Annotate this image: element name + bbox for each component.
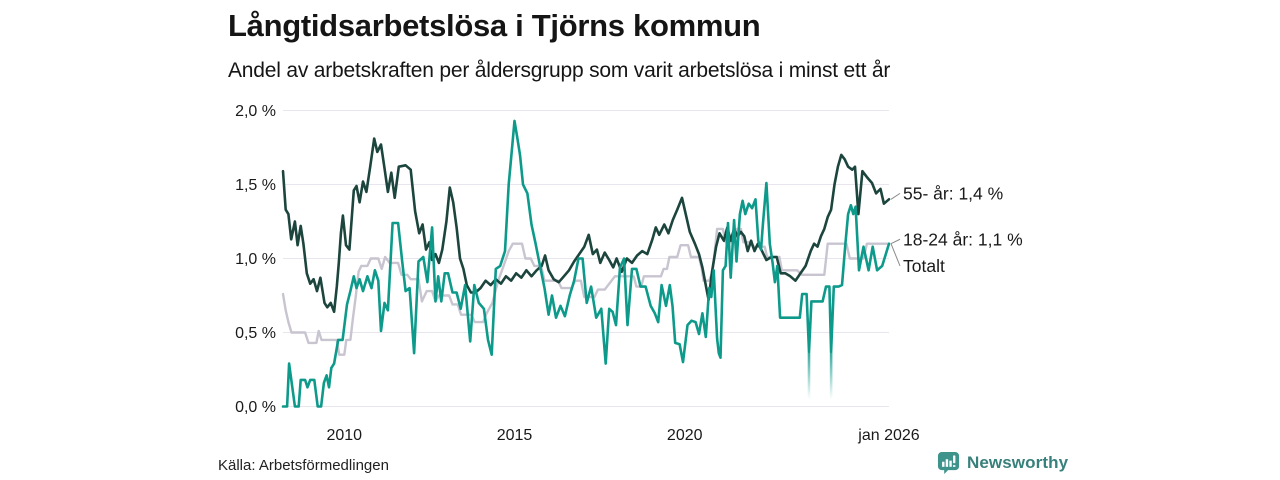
series-line-18-24-ar [281, 119, 891, 408]
series-line-55-ar [281, 137, 891, 314]
brand-name: Newsworthy [967, 452, 1069, 472]
x-tick-label: 2020 [667, 427, 703, 444]
source-note: Källa: Arbetsförmedlingen [218, 457, 389, 474]
y-tick-label: 1,0 % [235, 251, 276, 268]
brand: Newsworthy [937, 451, 1068, 474]
page-subtitle: Andel av arbetskraften per åldersgrupp s… [228, 59, 891, 82]
page-title: Långtidsarbetslösa i Tjörns kommun [228, 8, 761, 43]
end-label-connector [890, 192, 901, 200]
newsworthy-logo-icon [937, 451, 960, 474]
end-label-connector [890, 238, 901, 245]
series-line-totalt [281, 227, 891, 356]
x-tick-label: jan 2026 [857, 427, 919, 444]
series-end-label-18-24-ar: 18-24 år: 1,1 % [903, 229, 1023, 249]
x-tick-label: 2015 [497, 427, 533, 444]
series-end-label-totalt: Totalt [903, 256, 945, 276]
end-label-connector [890, 243, 901, 267]
y-tick-label: 0,0 % [235, 399, 276, 416]
y-tick-label: 1,5 % [235, 177, 276, 194]
y-tick-label: 2,0 % [235, 103, 276, 120]
series-end-label-55-ar: 55- år: 1,4 % [903, 183, 1003, 203]
y-tick-label: 0,5 % [235, 325, 276, 342]
x-tick-label: 2010 [326, 427, 362, 444]
